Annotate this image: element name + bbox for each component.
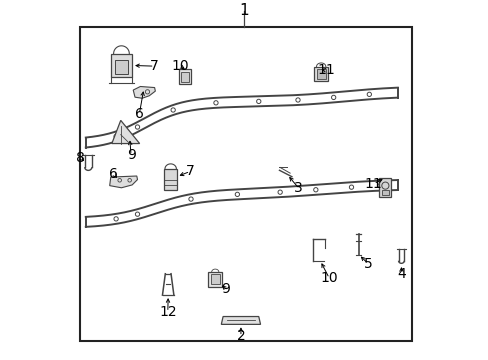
Bar: [179, 69, 190, 84]
Polygon shape: [109, 176, 137, 188]
Text: 12: 12: [159, 305, 176, 319]
Text: 11: 11: [364, 177, 382, 191]
Polygon shape: [133, 86, 155, 98]
Bar: [316, 69, 325, 79]
Bar: [381, 190, 388, 195]
Text: 6: 6: [109, 167, 118, 181]
Text: 5: 5: [364, 257, 372, 271]
Text: 11: 11: [317, 63, 335, 77]
Text: 4: 4: [396, 267, 405, 281]
Bar: [210, 274, 219, 284]
Text: 3: 3: [294, 181, 303, 195]
Bar: [111, 54, 132, 77]
Bar: [313, 67, 327, 81]
Bar: [80, 27, 411, 341]
Polygon shape: [112, 120, 140, 144]
Text: 7: 7: [185, 165, 194, 178]
Bar: [115, 60, 127, 75]
Bar: [379, 178, 390, 197]
Bar: [181, 72, 188, 82]
Polygon shape: [221, 316, 260, 324]
Text: 2: 2: [236, 329, 245, 343]
Bar: [163, 169, 177, 190]
Text: 10: 10: [171, 59, 189, 73]
Text: 6: 6: [135, 107, 143, 121]
Text: 1: 1: [239, 3, 249, 18]
Bar: [208, 272, 222, 287]
Text: 10: 10: [320, 271, 338, 285]
Text: 9: 9: [221, 282, 230, 296]
Text: 7: 7: [150, 59, 159, 73]
Text: 9: 9: [126, 148, 135, 162]
Text: 8: 8: [76, 151, 85, 165]
